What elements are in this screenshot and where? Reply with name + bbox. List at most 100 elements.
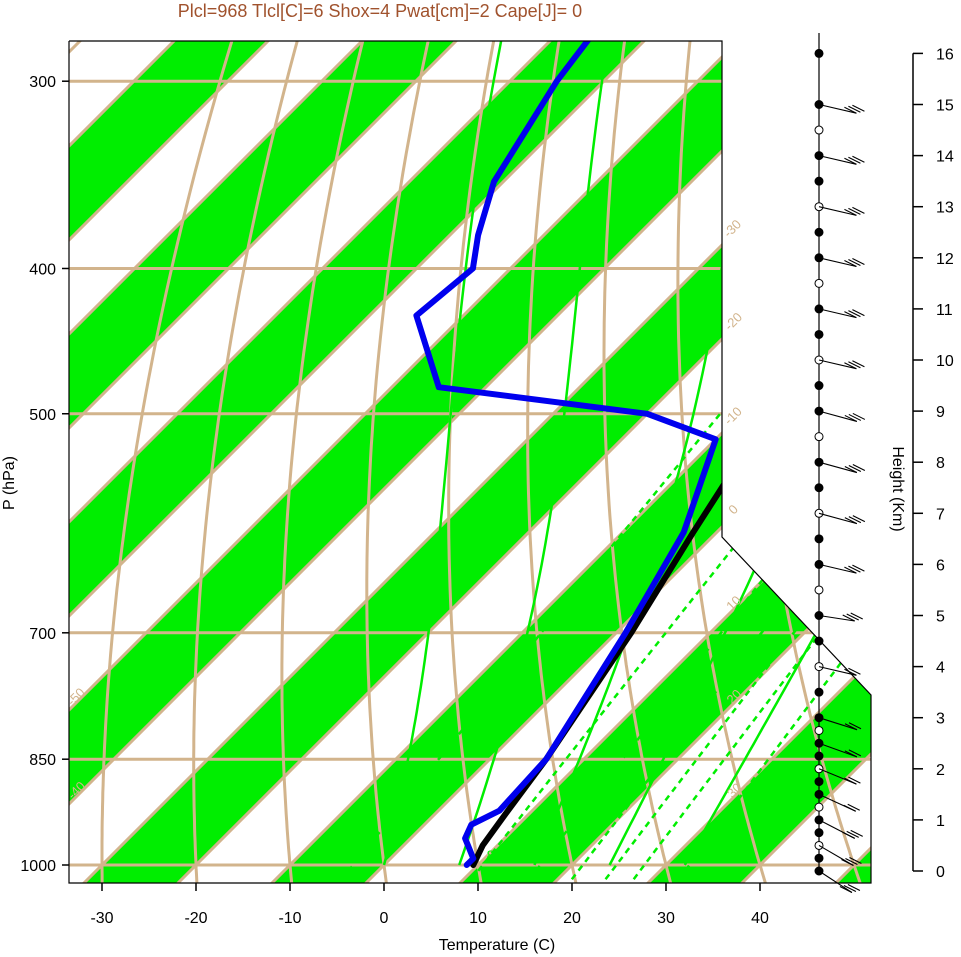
wind-barb-feather [847, 884, 861, 891]
wind-level-dot [814, 777, 824, 787]
wind-barb-feather [848, 465, 862, 473]
isotherm-line [147, 41, 871, 883]
wind-level-dot [814, 278, 824, 288]
wind-level-dot [814, 802, 824, 812]
isotherm-label: -10 [721, 404, 745, 428]
wind-barb-feather [848, 259, 861, 266]
wind-barb-feather [844, 157, 857, 165]
dry-adiabat [280, 41, 645, 883]
wind-barb-feather [844, 723, 858, 731]
wind-barb-feather [848, 565, 861, 573]
temperature-tick-label: 10 [469, 910, 487, 927]
height-tick-label: 1 [936, 813, 945, 830]
wind-level-dot [814, 534, 824, 544]
wind-barb-staff [818, 155, 857, 165]
isotherm-label: -30 [720, 217, 744, 241]
isotherm-line [69, 41, 871, 883]
wind-barb-feather [852, 515, 866, 523]
wind-barb-feather [844, 414, 858, 422]
wind-level-dot [814, 48, 824, 58]
moist-adiabat [458, 41, 652, 866]
wind-level-dot [814, 227, 824, 237]
dry-adiabat [365, 41, 692, 883]
wind-barb-staff [818, 308, 857, 319]
wind-level-dot [814, 751, 824, 761]
wind-barb-staff [818, 742, 858, 758]
wind-barb-feather [848, 667, 861, 675]
height-tick-label: 8 [936, 455, 945, 472]
wind-level-dot [814, 687, 824, 697]
wind-barb-staff [818, 512, 858, 525]
isotherm-line [69, 41, 871, 883]
wind-barb-feather [844, 260, 857, 267]
isotherm-band [69, 41, 871, 883]
wind-barb-staff [818, 103, 857, 114]
wind-barb-staff [818, 257, 857, 268]
wind-barb-feather [848, 156, 861, 164]
dry-adiabat [447, 41, 738, 883]
wind-barb-feather [844, 750, 858, 758]
temperature-tick-label: -10 [278, 910, 301, 927]
wind-barb-feather [841, 858, 854, 866]
wind-barb-feather [848, 776, 861, 784]
dry-adiabat [192, 41, 599, 883]
height-tick-label: 6 [936, 557, 945, 574]
wind-barb-staff [818, 410, 858, 422]
wind-level-dot [814, 125, 824, 135]
wind-barb-staff [818, 461, 858, 474]
wind-barb-staff [818, 666, 857, 676]
y-axis-title: P (hPa) [1, 456, 18, 510]
x-axis-title: Temperature (C) [439, 937, 555, 954]
wind-level-dot [814, 853, 824, 863]
wind-barb-feather [843, 885, 857, 892]
wind-barb-feather [848, 361, 861, 369]
mixing-ratio-label: 8 [487, 847, 495, 863]
wind-barb-feather [852, 360, 865, 368]
wind-barbs [814, 32, 866, 893]
wind-barb-feather [844, 362, 857, 370]
pressure-tick-label: 300 [29, 74, 56, 91]
wind-level-dot [814, 725, 824, 735]
mixing-ratio-line [326, 267, 841, 883]
isotherm-label: 0 [725, 502, 741, 518]
wind-barb-staff [818, 563, 857, 574]
wind-barb-feather [848, 310, 861, 318]
temperature-tick-label: 0 [380, 910, 389, 927]
wind-barb-staff [818, 870, 853, 893]
isotherm-line [69, 41, 871, 883]
dewpoint-profile [413, 41, 871, 868]
isotherm-line [69, 41, 871, 883]
wind-barb-feather [844, 777, 857, 785]
mixing-ratio-line [619, 267, 871, 883]
isotherm-line [69, 41, 871, 883]
pressure-tick-label: 850 [29, 752, 56, 769]
isotherm-line [69, 41, 871, 883]
wind-barb-feather [852, 412, 866, 420]
wind-barb-feather [844, 466, 858, 474]
wind-level-dot [814, 636, 824, 646]
height-tick-label: 9 [936, 404, 945, 421]
wind-barb-feather [852, 309, 865, 317]
height-tick-label: 0 [936, 864, 945, 881]
wind-level-dot [814, 483, 824, 493]
wind-barb-feather [848, 207, 861, 215]
height-tick-label: 10 [936, 353, 954, 370]
wind-barb-feather [849, 856, 862, 864]
height-tick-label: 15 [936, 98, 954, 115]
height-tick-label: 2 [936, 762, 945, 779]
dry-adiabat [602, 41, 831, 883]
wind-barb-feather [852, 564, 865, 572]
temperature-tick-label: 40 [751, 910, 769, 927]
isotherm-label: -20 [721, 309, 745, 333]
wind-barb-feather [852, 155, 865, 163]
wind-level-dot [814, 329, 824, 339]
wind-barb-feather [852, 464, 866, 472]
isotherm-band [69, 41, 871, 883]
height-tick-label: 5 [936, 609, 945, 626]
dry-adiabat [100, 41, 552, 883]
height-axis-title: Height (Km) [889, 446, 906, 531]
wind-barb-staff [818, 717, 858, 731]
isotherm-band [69, 41, 871, 883]
